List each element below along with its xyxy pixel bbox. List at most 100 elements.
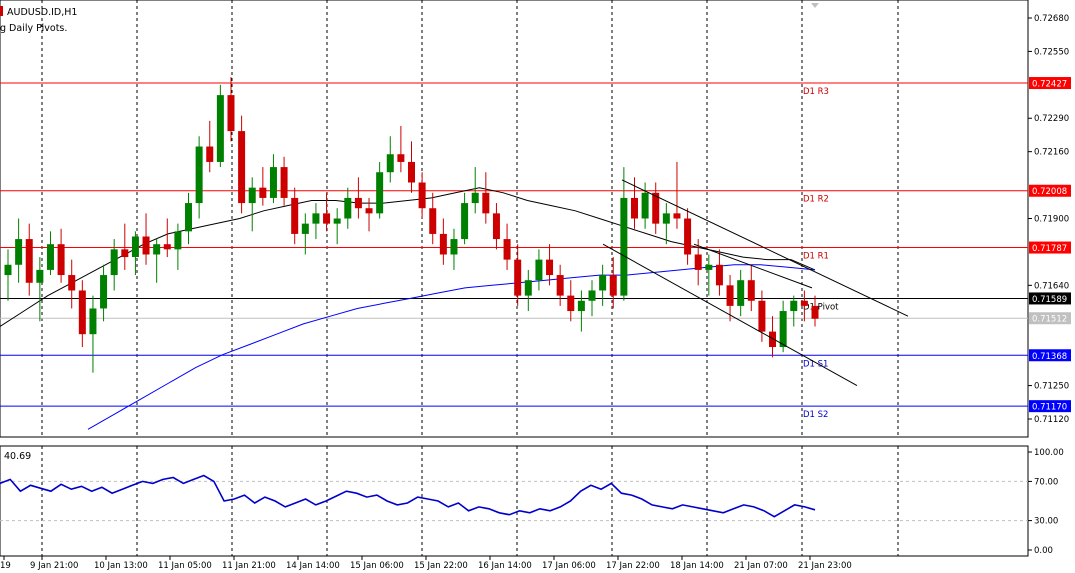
candle-body[interactable] <box>769 331 777 348</box>
candle-body[interactable] <box>524 280 532 296</box>
candle-body[interactable] <box>153 244 161 255</box>
candle-body[interactable] <box>121 249 129 258</box>
trendline[interactable] <box>693 243 813 289</box>
candle-body[interactable] <box>715 264 723 286</box>
candle-body[interactable] <box>429 208 437 234</box>
candle-body[interactable] <box>790 300 798 312</box>
pivot-level-name: D1 Pivot <box>803 302 839 312</box>
candle-body[interactable] <box>492 213 500 240</box>
candle-body[interactable] <box>78 290 86 335</box>
price-label-text: 0.72427 <box>1032 80 1067 90</box>
slow-moving-average-line <box>87 264 816 430</box>
candle-body[interactable] <box>386 154 394 173</box>
candle-body[interactable] <box>630 197 638 219</box>
candle-body[interactable] <box>131 236 139 258</box>
candle-body[interactable] <box>609 275 617 296</box>
chart-shift-marker-icon[interactable] <box>811 3 819 8</box>
candle-body[interactable] <box>535 259 543 281</box>
candle-body[interactable] <box>163 244 171 250</box>
candle-body[interactable] <box>89 308 97 335</box>
candle-body[interactable] <box>4 264 12 276</box>
candle-body[interactable] <box>57 244 65 276</box>
candle-body[interactable] <box>376 172 384 214</box>
candle-body[interactable] <box>100 275 108 309</box>
candle-body[interactable] <box>238 131 246 204</box>
candles-layer[interactable] <box>4 77 819 373</box>
candle-body[interactable] <box>206 146 214 162</box>
trendline[interactable] <box>621 179 909 317</box>
candle-body[interactable] <box>482 192 490 214</box>
candle-body[interactable] <box>779 311 787 348</box>
candle-body[interactable] <box>408 161 415 183</box>
candle-body[interactable] <box>110 249 118 276</box>
candle-body[interactable] <box>461 203 469 240</box>
trendline[interactable] <box>602 243 858 387</box>
oscillator-tick-label: 30.00 <box>1034 517 1058 527</box>
price-tick-label: 0.72550 <box>1034 47 1069 57</box>
price-label-text: 0.71589 <box>1032 295 1067 305</box>
candle-body[interactable] <box>439 233 447 255</box>
candle-body[interactable] <box>567 295 575 312</box>
time-tick-label: 11 Jan 21:00 <box>222 561 276 571</box>
candle-body[interactable] <box>216 95 224 162</box>
candle-body[interactable] <box>450 239 458 255</box>
candle-body[interactable] <box>652 192 660 224</box>
current-price-text: 0.71512 <box>1032 315 1067 325</box>
candle-body[interactable] <box>800 300 808 306</box>
candle-body[interactable] <box>503 239 511 260</box>
candle-body[interactable] <box>185 203 193 232</box>
candle-body[interactable] <box>747 280 755 301</box>
time-tick-label: 17 Jan 22:00 <box>606 561 660 571</box>
candle-body[interactable] <box>546 259 554 276</box>
price-label-badge <box>1029 349 1071 362</box>
candle-body[interactable] <box>354 197 362 209</box>
candle-body[interactable] <box>737 280 745 306</box>
candle-body[interactable] <box>36 269 44 283</box>
candle-body[interactable] <box>514 259 522 296</box>
candle-body[interactable] <box>662 213 670 224</box>
candle-body[interactable] <box>227 95 235 132</box>
candle-body[interactable] <box>46 244 54 270</box>
candle-body[interactable] <box>280 167 288 198</box>
candle-body[interactable] <box>25 239 33 283</box>
candle-body[interactable] <box>397 154 405 162</box>
candle-body[interactable] <box>726 285 734 306</box>
candle-body[interactable] <box>259 187 267 198</box>
candle-body[interactable] <box>758 300 766 332</box>
oscillator-frame <box>0 445 1029 557</box>
candle-body[interactable] <box>333 218 341 224</box>
candle-body[interactable] <box>673 213 681 219</box>
candle-body[interactable] <box>577 300 585 312</box>
price-label-text: 0.71787 <box>1032 244 1067 254</box>
price-label-text: 0.71170 <box>1032 403 1067 413</box>
trendlines-layer[interactable] <box>602 179 909 387</box>
candle-body[interactable] <box>312 213 320 224</box>
candle-body[interactable] <box>620 197 628 296</box>
candle-body[interactable] <box>344 197 352 219</box>
candle-body[interactable] <box>15 239 23 265</box>
candle-body[interactable] <box>365 208 373 214</box>
candle-body[interactable] <box>291 197 299 234</box>
candle-body[interactable] <box>811 305 819 319</box>
candle-body[interactable] <box>68 275 76 291</box>
candle-body[interactable] <box>301 223 309 234</box>
candle-body[interactable] <box>195 146 203 204</box>
candle-body[interactable] <box>599 275 607 291</box>
oscillator-tick-label: 100.00 <box>1034 448 1064 458</box>
candle-body[interactable] <box>142 236 150 255</box>
candle-body[interactable] <box>248 187 256 204</box>
candle-body[interactable] <box>471 192 479 204</box>
candle-body[interactable] <box>705 264 713 270</box>
price-tick-label: 0.71250 <box>1034 382 1069 392</box>
candle-body[interactable] <box>323 213 331 224</box>
candle-body[interactable] <box>556 275 564 296</box>
candle-body[interactable] <box>588 290 596 301</box>
candle-body[interactable] <box>269 167 277 198</box>
candle-body[interactable] <box>174 231 182 250</box>
candle-body[interactable] <box>418 182 426 209</box>
candle-body[interactable] <box>694 254 702 270</box>
candle-body[interactable] <box>641 192 649 219</box>
candle-body[interactable] <box>684 218 692 255</box>
